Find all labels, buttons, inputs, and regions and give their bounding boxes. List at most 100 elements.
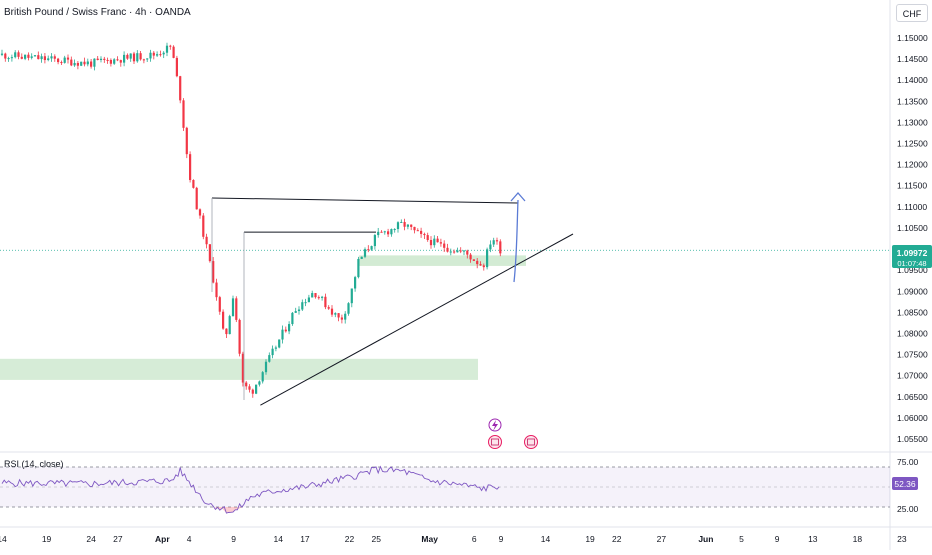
candle-body — [245, 382, 248, 387]
price-tick-label: 1.08000 — [897, 328, 928, 338]
time-tick-label: 22 — [612, 534, 622, 544]
candle-body — [53, 56, 56, 59]
event-icons — [488, 418, 538, 449]
candle-body — [17, 52, 20, 57]
candle-body — [57, 58, 60, 63]
rsi-upper-label: 75.00 — [897, 457, 919, 467]
candle-body — [27, 54, 30, 58]
candle-body — [499, 241, 502, 254]
candle-body — [426, 235, 429, 240]
price-tick-label: 1.09500 — [897, 265, 928, 275]
candle-body — [330, 308, 334, 315]
candle-body — [344, 313, 347, 320]
candle-body — [212, 261, 215, 283]
candle-body — [261, 372, 264, 382]
drawings — [211, 192, 574, 406]
time-tick-label: 19 — [585, 534, 595, 544]
candle-body — [492, 240, 495, 245]
currency-button[interactable]: CHF — [896, 4, 928, 22]
candle-body — [288, 324, 291, 332]
candle-body — [225, 328, 228, 335]
candle-body — [222, 311, 225, 329]
candle-body — [228, 316, 231, 335]
price-tick-label: 1.14500 — [897, 54, 928, 64]
current-price-label: 1.09972 — [897, 248, 928, 258]
candle-body — [172, 46, 175, 58]
time-tick-label: 24 — [86, 534, 96, 544]
rsi-line — [1, 465, 500, 514]
rsi-lower-label: 25.00 — [897, 504, 919, 514]
candle-body — [179, 76, 182, 101]
candle-body — [495, 240, 499, 242]
candle-body — [248, 386, 251, 390]
price-tick-label: 1.06500 — [897, 392, 928, 402]
candle-body — [489, 244, 492, 250]
candle-body — [459, 250, 462, 252]
candle-body — [132, 53, 136, 62]
rsi-value-label: 52.36 — [894, 479, 916, 489]
candle-body — [80, 61, 83, 66]
projection-arrow — [513, 199, 519, 283]
candle-body — [307, 297, 310, 303]
candle-body — [357, 258, 360, 278]
price-tick-label: 1.11000 — [897, 202, 927, 212]
arrow-head — [510, 192, 526, 202]
candle-body — [370, 246, 373, 250]
candle-body — [205, 236, 208, 245]
candle-body — [278, 339, 281, 348]
candle-body — [486, 249, 489, 268]
candle-body — [337, 313, 340, 318]
price-tick-label: 1.11500 — [897, 181, 927, 191]
candle-body — [123, 54, 126, 63]
candle-body — [446, 247, 449, 252]
lightning-glyph — [492, 420, 498, 431]
candle-body — [169, 45, 172, 47]
rsi-label[interactable]: RSI (14, close) — [4, 459, 64, 469]
price-tick-label: 1.05500 — [897, 434, 928, 444]
candle-body — [24, 54, 27, 59]
candle-body — [317, 297, 320, 299]
candle-body — [400, 221, 403, 223]
candle-body — [129, 53, 132, 59]
candle-body — [311, 293, 314, 298]
candle-body — [334, 313, 337, 315]
candle-body — [297, 309, 301, 312]
candle-body — [466, 250, 469, 255]
support-zone — [359, 255, 526, 266]
candle-body — [7, 58, 10, 60]
candle-body — [393, 229, 396, 231]
time-tick-label: 19 — [42, 534, 52, 544]
candle-body — [281, 329, 284, 340]
candle-body — [83, 61, 86, 65]
time-tick-label: Apr — [155, 534, 170, 544]
candle-body — [264, 361, 268, 373]
candle-body — [301, 302, 304, 310]
candle-body — [10, 57, 13, 59]
candle-body — [383, 231, 386, 233]
calendar-glyph — [527, 438, 535, 446]
price-tick-label: 1.09000 — [897, 286, 928, 296]
candle-body — [218, 297, 221, 312]
candle-body — [373, 235, 376, 247]
candle-body — [360, 256, 363, 259]
candle-body — [363, 249, 367, 257]
candle-body — [106, 59, 109, 61]
time-tick-label: 9 — [231, 534, 236, 544]
calendar-event-icon — [524, 435, 538, 449]
candle-body — [165, 45, 169, 53]
candle-body — [208, 244, 211, 262]
time-tick-label: 17 — [300, 534, 310, 544]
candle-body — [294, 311, 297, 313]
candle-body — [63, 57, 66, 63]
candle-body — [238, 319, 241, 354]
candle-body — [96, 58, 99, 61]
candle-body — [387, 231, 390, 235]
candle-body — [146, 58, 149, 60]
candle-body — [255, 384, 258, 394]
candle-body — [453, 251, 456, 253]
candle-body — [109, 59, 112, 64]
candle-body — [73, 62, 76, 66]
candle-body — [423, 233, 426, 236]
